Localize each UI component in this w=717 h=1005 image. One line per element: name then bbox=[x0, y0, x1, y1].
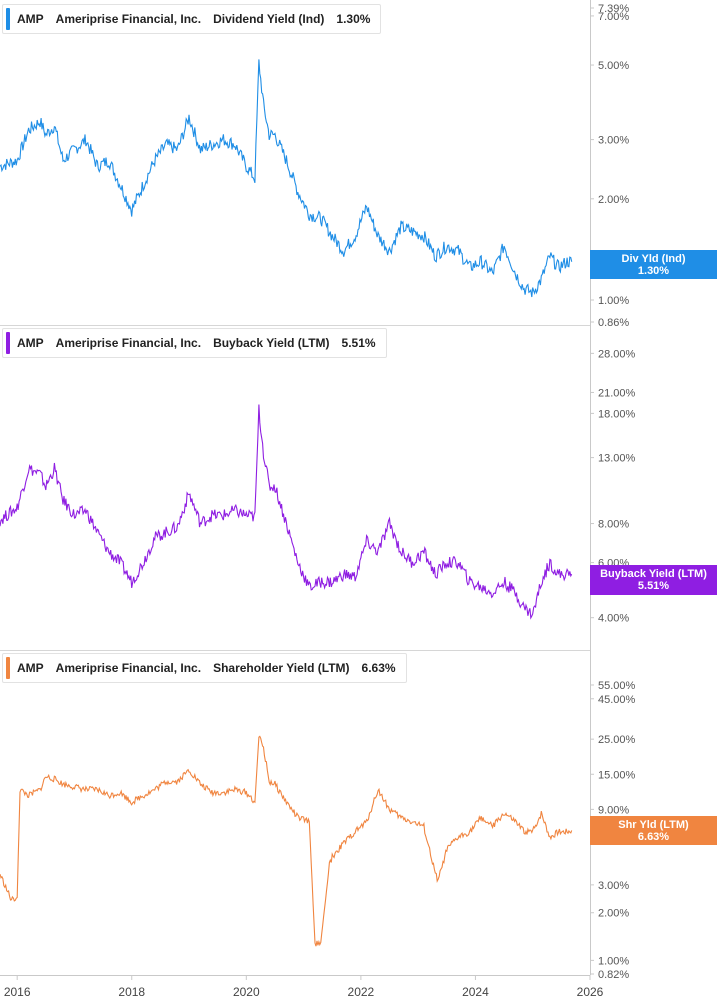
x-tick-label: 2020 bbox=[233, 985, 260, 999]
y-tick-label: 55.00% bbox=[598, 680, 636, 692]
y-tick-label: 3.00% bbox=[598, 880, 629, 892]
y-tick-label: 3.00% bbox=[598, 135, 629, 147]
y-tick-label: 1.00% bbox=[598, 955, 629, 967]
legend-metric: Buyback Yield (LTM) bbox=[213, 336, 330, 350]
current-value-flag-buyback: Buyback Yield (LTM) 5.51% bbox=[590, 565, 717, 595]
series-color-swatch bbox=[6, 332, 10, 354]
x-tick-label: 2018 bbox=[118, 985, 145, 999]
series-line bbox=[0, 404, 573, 620]
legend-buyback-yield[interactable]: AMP Ameriprise Financial, Inc. Buyback Y… bbox=[2, 328, 387, 358]
y-tick-label: 25.00% bbox=[598, 734, 636, 746]
y-tick-label: 18.00% bbox=[598, 408, 636, 420]
flag-label: Div Yld (Ind) bbox=[621, 253, 686, 265]
y-tick-label: 28.00% bbox=[598, 348, 636, 360]
legend-dividend-yield[interactable]: AMP Ameriprise Financial, Inc. Dividend … bbox=[2, 4, 382, 34]
flag-label: Buyback Yield (LTM) bbox=[600, 568, 707, 580]
y-tick-label: 7.39% bbox=[598, 3, 629, 15]
y-tick-label: 45.00% bbox=[598, 694, 636, 706]
flag-label: Shr Yld (LTM) bbox=[618, 819, 689, 831]
x-tick-label: 2016 bbox=[4, 985, 31, 999]
y-tick-label: 21.00% bbox=[598, 387, 636, 399]
y-tick-label: 15.00% bbox=[598, 769, 636, 781]
current-value-flag-dividend: Div Yld (Ind) 1.30% bbox=[590, 250, 717, 279]
y-tick-label: 4.00% bbox=[598, 613, 629, 625]
legend-company: Ameriprise Financial, Inc. bbox=[55, 336, 202, 350]
legend-ticker: AMP bbox=[17, 336, 44, 350]
legend-metric: Shareholder Yield (LTM) bbox=[213, 661, 350, 675]
series-line bbox=[0, 735, 573, 947]
y-tick-label: 13.00% bbox=[598, 453, 636, 465]
y-tick-label: 7.00% bbox=[598, 11, 629, 23]
flag-value: 5.51% bbox=[637, 580, 670, 592]
series-color-swatch bbox=[6, 8, 10, 30]
legend-current-value: 1.30% bbox=[336, 12, 371, 26]
flag-value: 6.63% bbox=[637, 831, 670, 843]
legend-shareholder-yield[interactable]: AMP Ameriprise Financial, Inc. Sharehold… bbox=[2, 653, 407, 683]
x-tick-label: 2024 bbox=[462, 985, 489, 999]
current-value-flag-shareholder: Shr Yld (LTM) 6.63% bbox=[590, 816, 717, 845]
y-tick-label: 8.00% bbox=[598, 519, 629, 531]
legend-metric: Dividend Yield (Ind) bbox=[213, 12, 325, 26]
y-tick-label: 2.00% bbox=[598, 908, 629, 920]
y-tick-label: 1.00% bbox=[598, 295, 629, 307]
legend-current-value: 5.51% bbox=[341, 336, 376, 350]
series-line bbox=[0, 59, 573, 298]
legend-ticker: AMP bbox=[17, 12, 44, 26]
y-tick-label: 9.00% bbox=[598, 804, 629, 816]
legend-current-value: 6.63% bbox=[361, 661, 396, 675]
y-tick-label: 5.00% bbox=[598, 60, 629, 72]
legend-company: Ameriprise Financial, Inc. bbox=[55, 661, 202, 675]
series-color-swatch bbox=[6, 657, 10, 679]
legend-ticker: AMP bbox=[17, 661, 44, 675]
flag-value: 1.30% bbox=[637, 265, 670, 277]
x-tick-label: 2026 bbox=[577, 985, 604, 999]
y-tick-label: 2.00% bbox=[598, 194, 629, 206]
x-tick-label: 2022 bbox=[348, 985, 375, 999]
y-tick-label: 0.82% bbox=[598, 969, 629, 981]
legend-company: Ameriprise Financial, Inc. bbox=[55, 12, 202, 26]
y-tick-label: 0.86% bbox=[598, 317, 629, 329]
